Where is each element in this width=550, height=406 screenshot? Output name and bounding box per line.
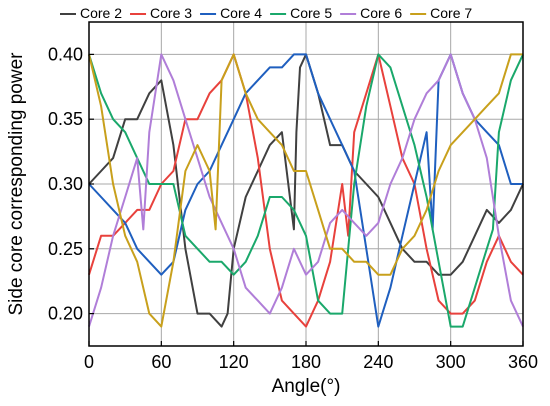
legend-label-core-3: Core 3	[150, 5, 192, 21]
y-axis-label: Side core corresponding power	[6, 52, 27, 316]
series-line-core-7	[88, 53, 523, 328]
legend-label-core-5: Core 5	[290, 5, 332, 21]
series-line-core-2	[88, 53, 524, 328]
x-tick-label: 180	[291, 352, 321, 372]
x-tick-label: 300	[436, 352, 466, 372]
legend-label-core-2: Core 2	[80, 5, 122, 21]
x-tick-label: 60	[151, 352, 171, 372]
x-tick-label: 240	[363, 352, 393, 372]
x-tick-label: 360	[508, 352, 538, 372]
legend: Core 2 Core 3 Core 4 Core 5 Core 6 Core 7	[60, 5, 472, 21]
series-line-core-6	[88, 53, 524, 328]
x-tick-label: 0	[84, 352, 94, 372]
x-tick-label: 120	[219, 352, 249, 372]
axis-ticks: 0 60 120 180 240 300 360 0.20 0.25 0.30 0.35 0.40	[48, 44, 538, 372]
y-tick-label: 0.25	[48, 239, 83, 259]
y-tick-label: 0.40	[48, 44, 83, 64]
y-tick-label: 0.20	[48, 304, 83, 324]
legend-label-core-6: Core 6	[360, 5, 402, 21]
y-tick-label: 0.35	[48, 109, 83, 129]
legend-label-core-7: Core 7	[430, 5, 472, 21]
x-axis-label: Angle(°)	[272, 376, 341, 397]
series-lines	[88, 53, 524, 328]
y-tick-label: 0.30	[48, 174, 83, 194]
legend-label-core-4: Core 4	[220, 5, 262, 21]
